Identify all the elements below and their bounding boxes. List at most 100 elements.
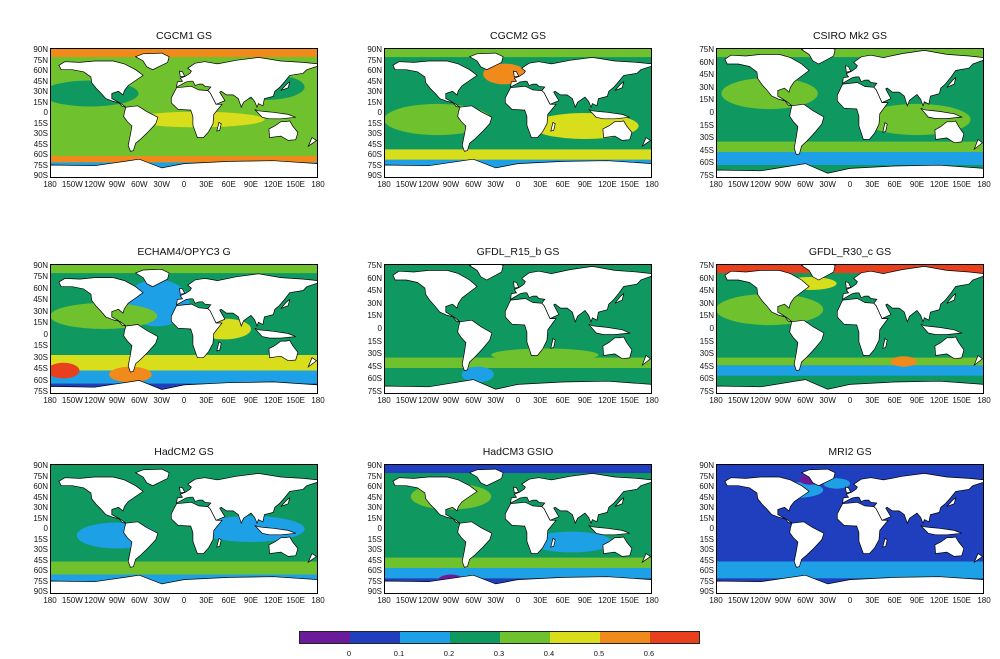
land-mass <box>307 357 318 368</box>
colorbar-tick-label: 0.2 <box>443 649 455 658</box>
colorbar-segment <box>649 631 700 644</box>
longitude-label: 90W <box>108 396 126 405</box>
map-field <box>384 264 652 394</box>
anomaly-patch <box>108 366 152 383</box>
longitude-label: 150E <box>620 180 639 189</box>
longitude-label: 90W <box>774 180 792 189</box>
latitude-label: 45S <box>33 555 48 565</box>
panel-title: ECHAM4/OPYC3 G <box>137 246 231 258</box>
land-mass <box>845 65 852 73</box>
map-svg <box>716 464 984 594</box>
land-mass <box>123 105 159 152</box>
colorbar-segment <box>499 631 550 644</box>
longitude-label: 120W <box>84 180 106 189</box>
latitude-label: 60S <box>33 566 48 575</box>
latitude-label: 15N <box>699 95 714 105</box>
land-mass <box>307 137 318 148</box>
latitude-label: 15S <box>367 118 382 128</box>
land-mass <box>179 287 186 295</box>
arctic-band <box>384 464 652 474</box>
map-field <box>384 464 652 594</box>
longitude-label: 150E <box>952 396 971 405</box>
land-mass <box>384 158 652 178</box>
map-frame <box>50 264 318 394</box>
land-mass <box>254 525 296 536</box>
map-panel: CGCM2 GS 90N 75N 60N 45N 30N 15N 0 15S 30S 45S 60S 7… <box>334 30 664 230</box>
panel-title: CSIRO Mk2 GS <box>812 30 888 42</box>
colorbar-segment <box>349 631 400 644</box>
map-frame <box>384 464 652 594</box>
longitude-label: 120W <box>750 180 772 189</box>
land-mass <box>58 277 144 327</box>
panel-title: CGCM2 GS <box>489 30 546 42</box>
longitude-label: 120W <box>84 596 106 605</box>
latitude-label: 0 <box>43 108 48 117</box>
map-frame <box>50 48 318 178</box>
land-mass <box>58 60 144 108</box>
longitude-label: 30E <box>865 396 880 405</box>
land-mass <box>50 380 318 394</box>
land-mass <box>457 521 493 568</box>
land-mass <box>946 497 957 507</box>
southern-ocean-band <box>384 149 652 160</box>
latitude-label: 0 <box>43 524 48 533</box>
longitude-label: 90E <box>909 180 925 189</box>
latitude-label: 45S <box>33 364 48 374</box>
land-mass <box>268 536 299 557</box>
map-panel: CSIRO Mk2 GS 75N 60N 45N 30N 15N 0 15S 30S 45S 60S… <box>666 30 996 230</box>
longitude-label: 60W <box>797 180 814 189</box>
latitude-label: 90N <box>699 461 714 470</box>
land-mass <box>614 497 625 507</box>
longitude-label: 60E <box>221 180 236 189</box>
longitude-label: 150E <box>620 596 639 605</box>
land-mass <box>179 70 186 78</box>
latitude-label: 30N <box>699 298 714 308</box>
anomaly-patch <box>197 516 305 542</box>
land-mass <box>170 501 223 554</box>
latitude-label: 75S <box>699 576 714 586</box>
latitude-label: 45S <box>367 139 382 149</box>
map-field <box>716 464 984 594</box>
latitude-label: 90S <box>367 171 382 180</box>
arctic-band <box>50 264 318 274</box>
latitude-label: 0 <box>709 524 714 533</box>
longitude-label: 120W <box>418 180 440 189</box>
land-mass <box>550 338 556 349</box>
longitude-label: 30E <box>533 596 548 605</box>
longitude-label: 120W <box>84 396 106 405</box>
latitude-label: 75N <box>33 55 48 65</box>
longitude-label: 180 <box>43 596 57 605</box>
longitude-label: 90W <box>442 596 460 605</box>
land-mass <box>176 57 318 109</box>
longitude-label: 150W <box>727 596 749 605</box>
latitude-label: 15S <box>33 118 48 128</box>
longitude-label: 60W <box>797 596 814 605</box>
longitude-label: 180 <box>645 596 659 605</box>
latitude-label: 45S <box>367 555 382 565</box>
land-mass <box>170 85 223 138</box>
longitude-label: 30E <box>199 180 214 189</box>
southern-ocean-band <box>716 357 984 366</box>
latitude-label: 0 <box>709 324 714 333</box>
longitude-label: 90E <box>909 396 925 405</box>
land-mass <box>845 486 852 494</box>
longitude-label: 150E <box>952 180 971 189</box>
latitude-label: 30S <box>33 129 48 138</box>
latitude-label: 60S <box>33 150 48 159</box>
longitude-label: 150W <box>727 396 749 405</box>
longitude-label: 30E <box>533 180 548 189</box>
latitude-label: 90N <box>33 261 48 270</box>
land-mass <box>920 525 962 536</box>
longitude-label: 90E <box>243 396 259 405</box>
longitude-label: 120W <box>418 396 440 405</box>
map-svg <box>384 264 652 394</box>
land-mass <box>789 103 825 156</box>
longitude-label: 150W <box>61 396 83 405</box>
southern-ocean-band <box>50 155 318 163</box>
southern-ocean-band <box>716 141 984 152</box>
land-mass <box>842 50 984 107</box>
latitude-label: 75S <box>699 171 714 180</box>
longitude-label: 120E <box>929 396 949 405</box>
longitude-label: 0 <box>181 180 187 189</box>
longitude-label: 0 <box>847 396 853 405</box>
